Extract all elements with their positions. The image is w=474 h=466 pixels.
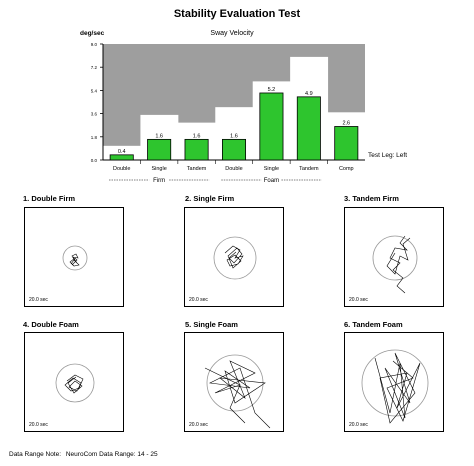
x-category-label: Tandem bbox=[299, 166, 319, 172]
sway-panel-double-foam: 20.0 sec bbox=[24, 332, 124, 432]
data-range-note-value: NeuroCom Data Range: 14 - 25 bbox=[65, 451, 158, 458]
y-tick-label: 9.0 bbox=[91, 42, 98, 47]
panel-title-tandem-foam: 6. Tandem Foam bbox=[344, 320, 403, 329]
y-tick-label: 7.2 bbox=[91, 65, 98, 70]
x-category-label: Comp bbox=[339, 166, 354, 172]
panel-title-single-firm: 2. Single Firm bbox=[185, 194, 235, 203]
panel-time-label: 20.0 sec bbox=[29, 422, 48, 428]
report-title: Stability Evaluation Test bbox=[173, 8, 301, 20]
chart-plot-area: 0.0 1.8 3.6 5.4 7.2 9.0 0.4 Double 1.6 Single 1.6 T… bbox=[91, 42, 366, 184]
data-range-note: Data Range Note: NeuroCom Data Range: 14… bbox=[9, 451, 161, 458]
bar bbox=[296, 96, 321, 161]
panel-time-label: 20.0 sec bbox=[349, 422, 368, 428]
data-range-note-label: Data Range Note: bbox=[9, 451, 62, 458]
sway-trace-tandem-foam bbox=[361, 349, 429, 424]
panel-time-label: 20.0 sec bbox=[29, 297, 48, 303]
x-category-label: Double bbox=[113, 166, 130, 172]
sway-trace-double-foam bbox=[55, 363, 95, 403]
bar bbox=[109, 154, 134, 161]
bar bbox=[147, 138, 172, 161]
bar-value-label: 2.6 bbox=[342, 120, 350, 126]
bar-value-label: 1.6 bbox=[193, 133, 201, 139]
panel-time-label: 20.0 sec bbox=[189, 422, 208, 428]
group-label: Firm bbox=[153, 178, 165, 184]
y-tick-label: 3.6 bbox=[91, 112, 98, 117]
panel-title-double-foam: 4. Double Foam bbox=[23, 320, 79, 329]
bar-value-label: 0.4 bbox=[118, 149, 126, 155]
x-category-label: Tandem bbox=[187, 166, 207, 172]
panel-time-label: 20.0 sec bbox=[349, 297, 368, 303]
test-leg-annotation: Test Leg: Left bbox=[368, 152, 407, 159]
sway-trace-double-firm bbox=[62, 245, 88, 271]
sway-trace-single-firm bbox=[213, 236, 257, 280]
y-tick-label: 5.4 bbox=[91, 88, 98, 93]
y-axis-label: deg/sec bbox=[80, 30, 105, 37]
sway-velocity-chart: Sway Velocity deg/sec 0.0 1.8 3.6 5.4 7.2 9.0… bbox=[80, 30, 407, 184]
sway-panel-double-firm: 20.0 sec bbox=[24, 207, 124, 307]
group-label: Foam bbox=[264, 178, 279, 184]
sway-trace-tandem-firm bbox=[372, 235, 418, 294]
x-category-label: Single bbox=[264, 166, 279, 172]
bar-value-label: 1.6 bbox=[155, 133, 163, 139]
bar-value-label: 4.9 bbox=[305, 91, 313, 97]
panel-time-label: 20.0 sec bbox=[189, 297, 208, 303]
y-tick-label: 0.0 bbox=[91, 158, 98, 163]
panel-title-tandem-firm: 3. Tandem Firm bbox=[344, 194, 399, 203]
panel-title-single-foam: 5. Single Foam bbox=[185, 320, 238, 329]
sway-panel-tandem-firm: 20.0 sec bbox=[344, 207, 444, 307]
sway-panel-single-firm: 20.0 sec bbox=[184, 207, 284, 307]
bar bbox=[184, 138, 209, 161]
y-tick-label: 1.8 bbox=[91, 135, 98, 140]
bar-value-label: 1.6 bbox=[230, 133, 238, 139]
bar bbox=[221, 138, 247, 161]
bar-value-label: 5.2 bbox=[268, 87, 276, 93]
x-category-label: Single bbox=[151, 166, 166, 172]
bar bbox=[259, 92, 284, 161]
bar bbox=[334, 126, 359, 161]
sway-trace-single-foam bbox=[204, 354, 271, 429]
panel-title-double-firm: 1. Double Firm bbox=[23, 194, 76, 203]
sway-panel-single-foam: 20.0 sec bbox=[184, 332, 284, 432]
sway-panel-tandem-foam: 20.0 sec bbox=[344, 332, 444, 432]
x-category-label: Double bbox=[225, 166, 242, 172]
chart-title: Sway Velocity bbox=[210, 30, 254, 37]
